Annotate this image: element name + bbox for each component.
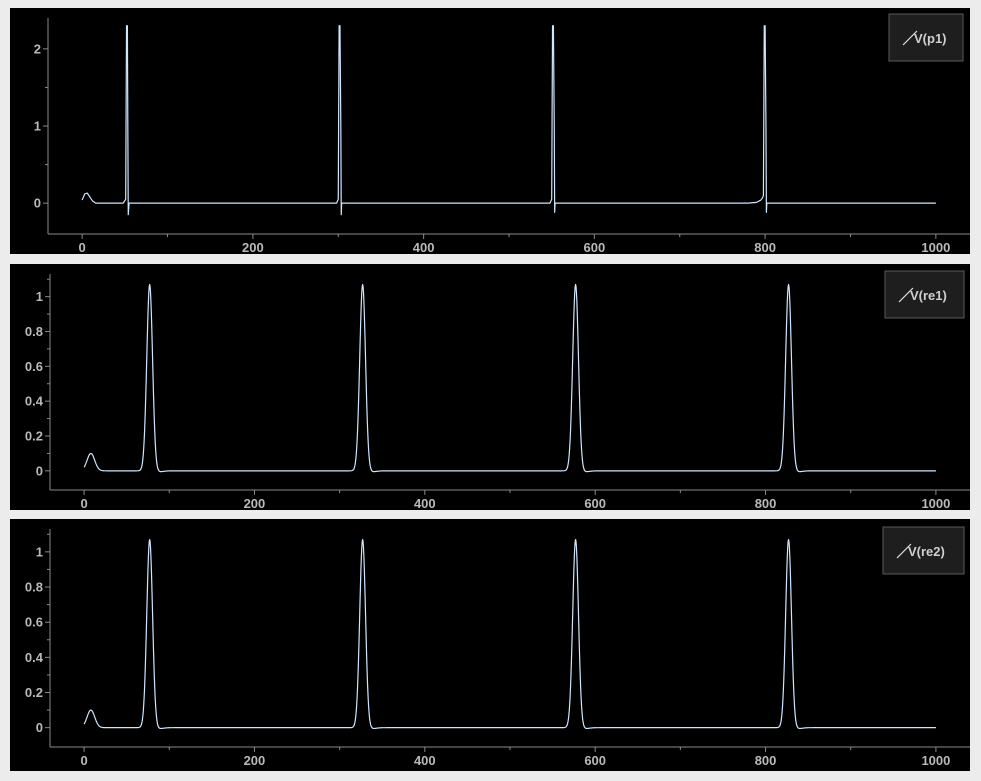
y-tick-label: 0.2 xyxy=(25,429,43,444)
chart-panel-p1: 0 200 400 600 800 1000 0 1 2 V(p1) xyxy=(10,8,970,254)
trace-p1 xyxy=(81,25,936,216)
legend-box xyxy=(884,270,965,319)
trace-re2 xyxy=(83,538,937,730)
legend-re1[interactable]: V(re1) xyxy=(884,270,965,319)
chart-p1: 0 200 400 600 800 1000 0 1 2 V(p1) xyxy=(34,13,970,254)
x-tick-label: 400 xyxy=(414,496,436,510)
x-tick-label: 400 xyxy=(413,240,435,254)
x-tick-label: 0 xyxy=(80,496,87,510)
y-tick-label: 1 xyxy=(36,544,43,559)
y-tick-label: 2 xyxy=(34,41,41,56)
y-tick-label: 1 xyxy=(34,119,41,134)
chart-panel-re1: 0 200 400 600 800 1000 0 0.2 0.4 0.6 0.8 1 V(re1) xyxy=(10,264,970,510)
x-tick-label: 600 xyxy=(584,753,606,768)
y-tick-label: 0.4 xyxy=(25,394,44,409)
legend-swatch-icon xyxy=(898,287,914,303)
chart-re2: 0 200 400 600 800 1000 0 0.2 0.4 0.6 0.8 1 V(re2) xyxy=(25,526,970,768)
legend-swatch-icon xyxy=(896,543,912,559)
x-tick-label: 200 xyxy=(244,496,266,510)
chart-re1: 0 200 400 600 800 1000 0 0.2 0.4 0.6 0.8 1 V(re1) xyxy=(25,270,970,510)
x-tick-label: 0 xyxy=(79,240,86,254)
x-tick-label: 600 xyxy=(584,240,606,254)
x-tick-label: 200 xyxy=(242,240,264,254)
legend-swatch-icon xyxy=(902,30,918,46)
x-tick-label: 0 xyxy=(80,753,87,768)
x-tick-label: 200 xyxy=(244,753,266,768)
x-tick-label: 600 xyxy=(584,496,606,510)
x-tick-label: 1000 xyxy=(921,240,950,254)
legend-box xyxy=(882,526,965,575)
y-tick-label: 1 xyxy=(36,289,43,304)
y-tick-label: 0 xyxy=(34,196,41,211)
y-tick-label: 0.6 xyxy=(25,615,43,630)
y-tick-label: 0.6 xyxy=(25,359,43,374)
legend-re2[interactable]: V(re2) xyxy=(882,526,965,575)
y-tick-label: 0.2 xyxy=(25,685,43,700)
x-tick-label: 1000 xyxy=(921,753,950,768)
x-tick-label: 800 xyxy=(755,753,777,768)
legend-label: V(re1) xyxy=(910,288,947,303)
legend-box xyxy=(888,13,964,62)
x-tick-label: 400 xyxy=(414,753,436,768)
y-tick-label: 0.8 xyxy=(25,580,43,595)
y-tick-label: 0 xyxy=(36,720,43,735)
legend-label: V(p1) xyxy=(914,31,947,46)
trace-re1 xyxy=(83,283,937,473)
chart-panel-re2: 0 200 400 600 800 1000 0 0.2 0.4 0.6 0.8 1 V(re2) xyxy=(10,519,970,771)
y-tick-label: 0.4 xyxy=(25,650,44,665)
legend-label: V(re2) xyxy=(908,544,945,559)
x-tick-label: 1000 xyxy=(921,496,950,510)
y-tick-label: 0 xyxy=(36,463,43,478)
x-tick-label: 800 xyxy=(754,240,776,254)
y-tick-label: 0.8 xyxy=(25,324,43,339)
legend-p1[interactable]: V(p1) xyxy=(888,13,964,62)
x-tick-label: 800 xyxy=(755,496,777,510)
